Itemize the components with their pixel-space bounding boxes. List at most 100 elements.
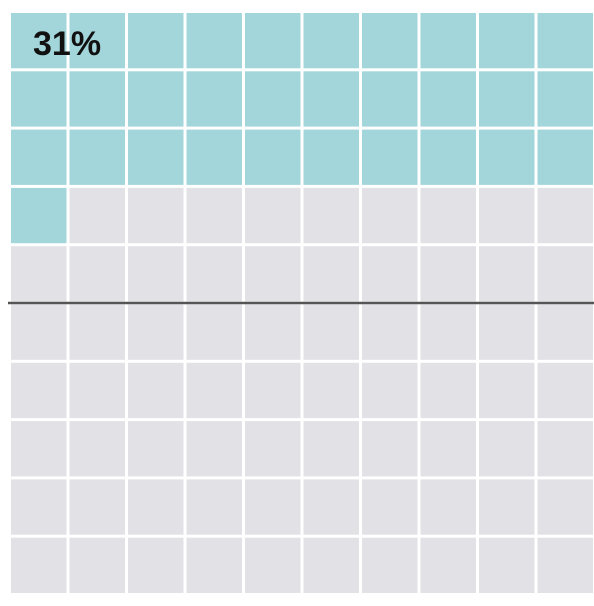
waffle-cell-empty (245, 187, 301, 244)
waffle-cell-filled (69, 71, 125, 127)
waffle-cell-empty (245, 421, 301, 477)
waffle-cell-empty (186, 246, 242, 302)
waffle-cell-empty (479, 304, 535, 360)
waffle-cell-filled (479, 71, 535, 127)
waffle-cell-empty (186, 187, 242, 244)
waffle-cell-filled (186, 129, 242, 185)
waffle-cell-filled (128, 71, 184, 127)
waffle-cell-empty (186, 537, 242, 593)
waffle-cell-filled (479, 13, 535, 69)
waffle-cells (11, 13, 593, 593)
waffle-cell-filled (69, 13, 125, 69)
waffle-cell-empty (11, 421, 67, 477)
waffle-cell-filled (420, 129, 476, 185)
waffle-cell-empty (537, 304, 593, 360)
waffle-cell-filled (420, 13, 476, 69)
waffle-cell-empty (362, 362, 418, 419)
waffle-cell-empty (69, 187, 125, 244)
waffle-cell-empty (303, 421, 359, 477)
waffle-cell-filled (303, 13, 359, 69)
waffle-cell-empty (186, 304, 242, 360)
waffle-cell-empty (303, 246, 359, 302)
waffle-cell-filled (11, 71, 67, 127)
waffle-cell-empty (186, 362, 242, 419)
waffle-cell-empty (537, 421, 593, 477)
waffle-cell-empty (128, 187, 184, 244)
waffle-cell-empty (537, 479, 593, 535)
waffle-cell-empty (537, 187, 593, 244)
waffle-cell-empty (479, 362, 535, 419)
waffle-cell-empty (479, 479, 535, 535)
waffle-cell-empty (420, 479, 476, 535)
waffle-cell-empty (186, 421, 242, 477)
waffle-cell-empty (479, 187, 535, 244)
waffle-cell-empty (303, 187, 359, 244)
waffle-cell-filled (420, 71, 476, 127)
waffle-cell-filled (128, 13, 184, 69)
waffle-cell-empty (303, 362, 359, 419)
waffle-cell-empty (128, 246, 184, 302)
waffle-cell-empty (420, 304, 476, 360)
waffle-cell-empty (303, 537, 359, 593)
waffle-cell-filled (186, 71, 242, 127)
waffle-cell-empty (420, 537, 476, 593)
waffle-cell-filled (537, 129, 593, 185)
waffle-cell-empty (11, 537, 67, 593)
waffle-cell-empty (537, 246, 593, 302)
waffle-cell-empty (128, 479, 184, 535)
waffle-cell-empty (420, 246, 476, 302)
percentage-label: 31% (33, 25, 101, 63)
waffle-cell-empty (420, 362, 476, 419)
waffle-cell-filled (537, 71, 593, 127)
waffle-cell-filled (479, 129, 535, 185)
waffle-cell-filled (186, 13, 242, 69)
waffle-cell-filled (128, 129, 184, 185)
waffle-cell-empty (69, 362, 125, 419)
waffle-cell-filled (69, 129, 125, 185)
waffle-cell-empty (362, 304, 418, 360)
waffle-cell-filled (11, 187, 67, 244)
waffle-cell-empty (128, 362, 184, 419)
waffle-cell-filled (303, 129, 359, 185)
waffle-cell-empty (245, 246, 301, 302)
waffle-cell-empty (245, 479, 301, 535)
waffle-cell-empty (245, 537, 301, 593)
waffle-cell-filled (245, 71, 301, 127)
waffle-cell-empty (537, 362, 593, 419)
waffle-cell-empty (420, 187, 476, 244)
waffle-cell-empty (128, 537, 184, 593)
waffle-cell-empty (362, 421, 418, 477)
waffle-cell-filled (245, 13, 301, 69)
waffle-cell-filled (362, 129, 418, 185)
waffle-cell-empty (186, 479, 242, 535)
waffle-cell-empty (303, 479, 359, 535)
waffle-cell-empty (362, 246, 418, 302)
waffle-cell-empty (479, 537, 535, 593)
waffle-cell-empty (420, 421, 476, 477)
waffle-cell-empty (479, 421, 535, 477)
waffle-cell-empty (128, 304, 184, 360)
waffle-cell-filled (537, 13, 593, 69)
waffle-cell-empty (69, 246, 125, 302)
waffle-cell-empty (479, 246, 535, 302)
waffle-cell-filled (362, 13, 418, 69)
waffle-cell-filled (303, 71, 359, 127)
waffle-cell-empty (11, 246, 67, 302)
waffle-cell-empty (303, 304, 359, 360)
waffle-cell-empty (537, 537, 593, 593)
waffle-cell-filled (11, 129, 67, 185)
waffle-cell-empty (11, 304, 67, 360)
waffle-cell-empty (128, 421, 184, 477)
waffle-cell-empty (69, 421, 125, 477)
waffle-cell-empty (11, 479, 67, 535)
waffle-cell-filled (245, 129, 301, 185)
waffle-cell-empty (362, 187, 418, 244)
waffle-cell-empty (245, 304, 301, 360)
waffle-cell-empty (362, 479, 418, 535)
waffle-cell-filled (11, 13, 67, 69)
waffle-cell-empty (11, 362, 67, 419)
waffle-cell-empty (69, 537, 125, 593)
waffle-cell-empty (69, 479, 125, 535)
waffle-cell-filled (362, 71, 418, 127)
